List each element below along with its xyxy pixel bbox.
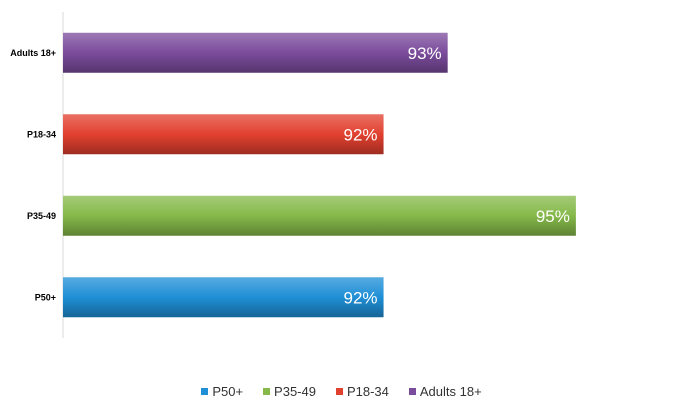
legend-swatch: [263, 388, 271, 395]
legend-swatch: [201, 388, 209, 395]
data-label: 92%: [344, 125, 378, 144]
legend-label: P35-49: [274, 384, 316, 399]
category-label: P50+: [35, 292, 56, 302]
legend-swatch: [335, 388, 343, 395]
data-label: 95%: [536, 207, 570, 226]
data-label: 92%: [344, 288, 378, 307]
legend-label: Adults 18+: [419, 384, 482, 399]
bar-p35-49: [63, 195, 576, 236]
legend: P50+ P35-49 P18-34 Adults 18+: [0, 384, 683, 399]
legend-item: P35-49: [263, 384, 316, 399]
data-label: 93%: [408, 44, 442, 63]
legend-label: P50+: [212, 384, 244, 399]
legend-item: P50+: [201, 384, 243, 399]
legend-item: Adults 18+: [408, 384, 482, 399]
category-label: P18-34: [27, 129, 56, 139]
bar-p18-34: [63, 114, 384, 155]
category-label: Adults 18+: [10, 48, 56, 58]
legend-label: P18-34: [346, 384, 389, 399]
legend-item: P18-34: [335, 384, 389, 399]
bar-adults-18-: [63, 32, 448, 73]
category-label: P35-49: [27, 211, 56, 221]
legend-swatch: [408, 388, 416, 395]
bar-p50-: [63, 277, 384, 318]
